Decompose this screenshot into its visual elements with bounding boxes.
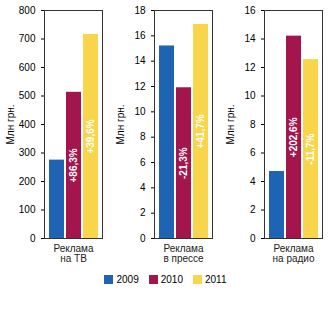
svg-text:300: 300 xyxy=(19,147,36,158)
svg-text:0: 0 xyxy=(250,233,256,244)
svg-text:Рекламана радио: Рекламана радио xyxy=(273,243,315,264)
svg-text:+39,6%: +39,6% xyxy=(85,119,96,153)
svg-text:+202,6%: +202,6% xyxy=(288,117,299,157)
svg-text:Млн грн.: Млн грн. xyxy=(225,105,236,145)
svg-text:600: 600 xyxy=(19,62,36,73)
svg-text:Рекламав прессе: Рекламав прессе xyxy=(163,243,204,264)
svg-text:500: 500 xyxy=(19,90,36,101)
svg-text:10: 10 xyxy=(244,90,256,101)
svg-text:200: 200 xyxy=(19,176,36,187)
svg-text:14: 14 xyxy=(134,55,146,66)
html-text:2011: 2011 xyxy=(205,274,227,285)
svg-text:800: 800 xyxy=(19,5,36,16)
svg-text:400: 400 xyxy=(19,119,36,130)
svg-text:4: 4 xyxy=(250,176,256,187)
svg-text:2: 2 xyxy=(140,207,146,218)
svg-text:8: 8 xyxy=(140,131,146,142)
svg-text:Млн грн.: Млн грн. xyxy=(5,105,16,145)
svg-text:Млн грн.: Млн грн. xyxy=(115,105,126,145)
svg-text:10: 10 xyxy=(134,106,146,117)
svg-text:8: 8 xyxy=(250,119,256,130)
svg-text:-11,7%: -11,7% xyxy=(305,133,316,164)
svg-text:700: 700 xyxy=(19,33,36,44)
svg-text:16: 16 xyxy=(134,30,146,41)
svg-text:16: 16 xyxy=(244,5,256,16)
svg-text:4: 4 xyxy=(140,182,146,193)
svg-text:6: 6 xyxy=(250,147,256,158)
html-text:2010: 2010 xyxy=(160,274,183,285)
html-text:2009: 2009 xyxy=(116,274,139,285)
svg-text:14: 14 xyxy=(244,33,256,44)
svg-text:18: 18 xyxy=(134,5,146,16)
svg-text:-21,3%: -21,3% xyxy=(178,147,189,179)
svg-text:6: 6 xyxy=(140,157,146,168)
svg-text:2: 2 xyxy=(250,204,256,215)
svg-text:+86,3%: +86,3% xyxy=(68,148,79,182)
svg-text:0: 0 xyxy=(140,233,146,244)
svg-text:100: 100 xyxy=(19,204,36,215)
svg-text:12: 12 xyxy=(134,81,146,92)
svg-text:12: 12 xyxy=(244,62,256,73)
svg-text:+41,7%: +41,7% xyxy=(195,114,206,148)
svg-text:0: 0 xyxy=(30,233,36,244)
svg-text:Рекламана ТВ: Рекламана ТВ xyxy=(53,243,94,264)
